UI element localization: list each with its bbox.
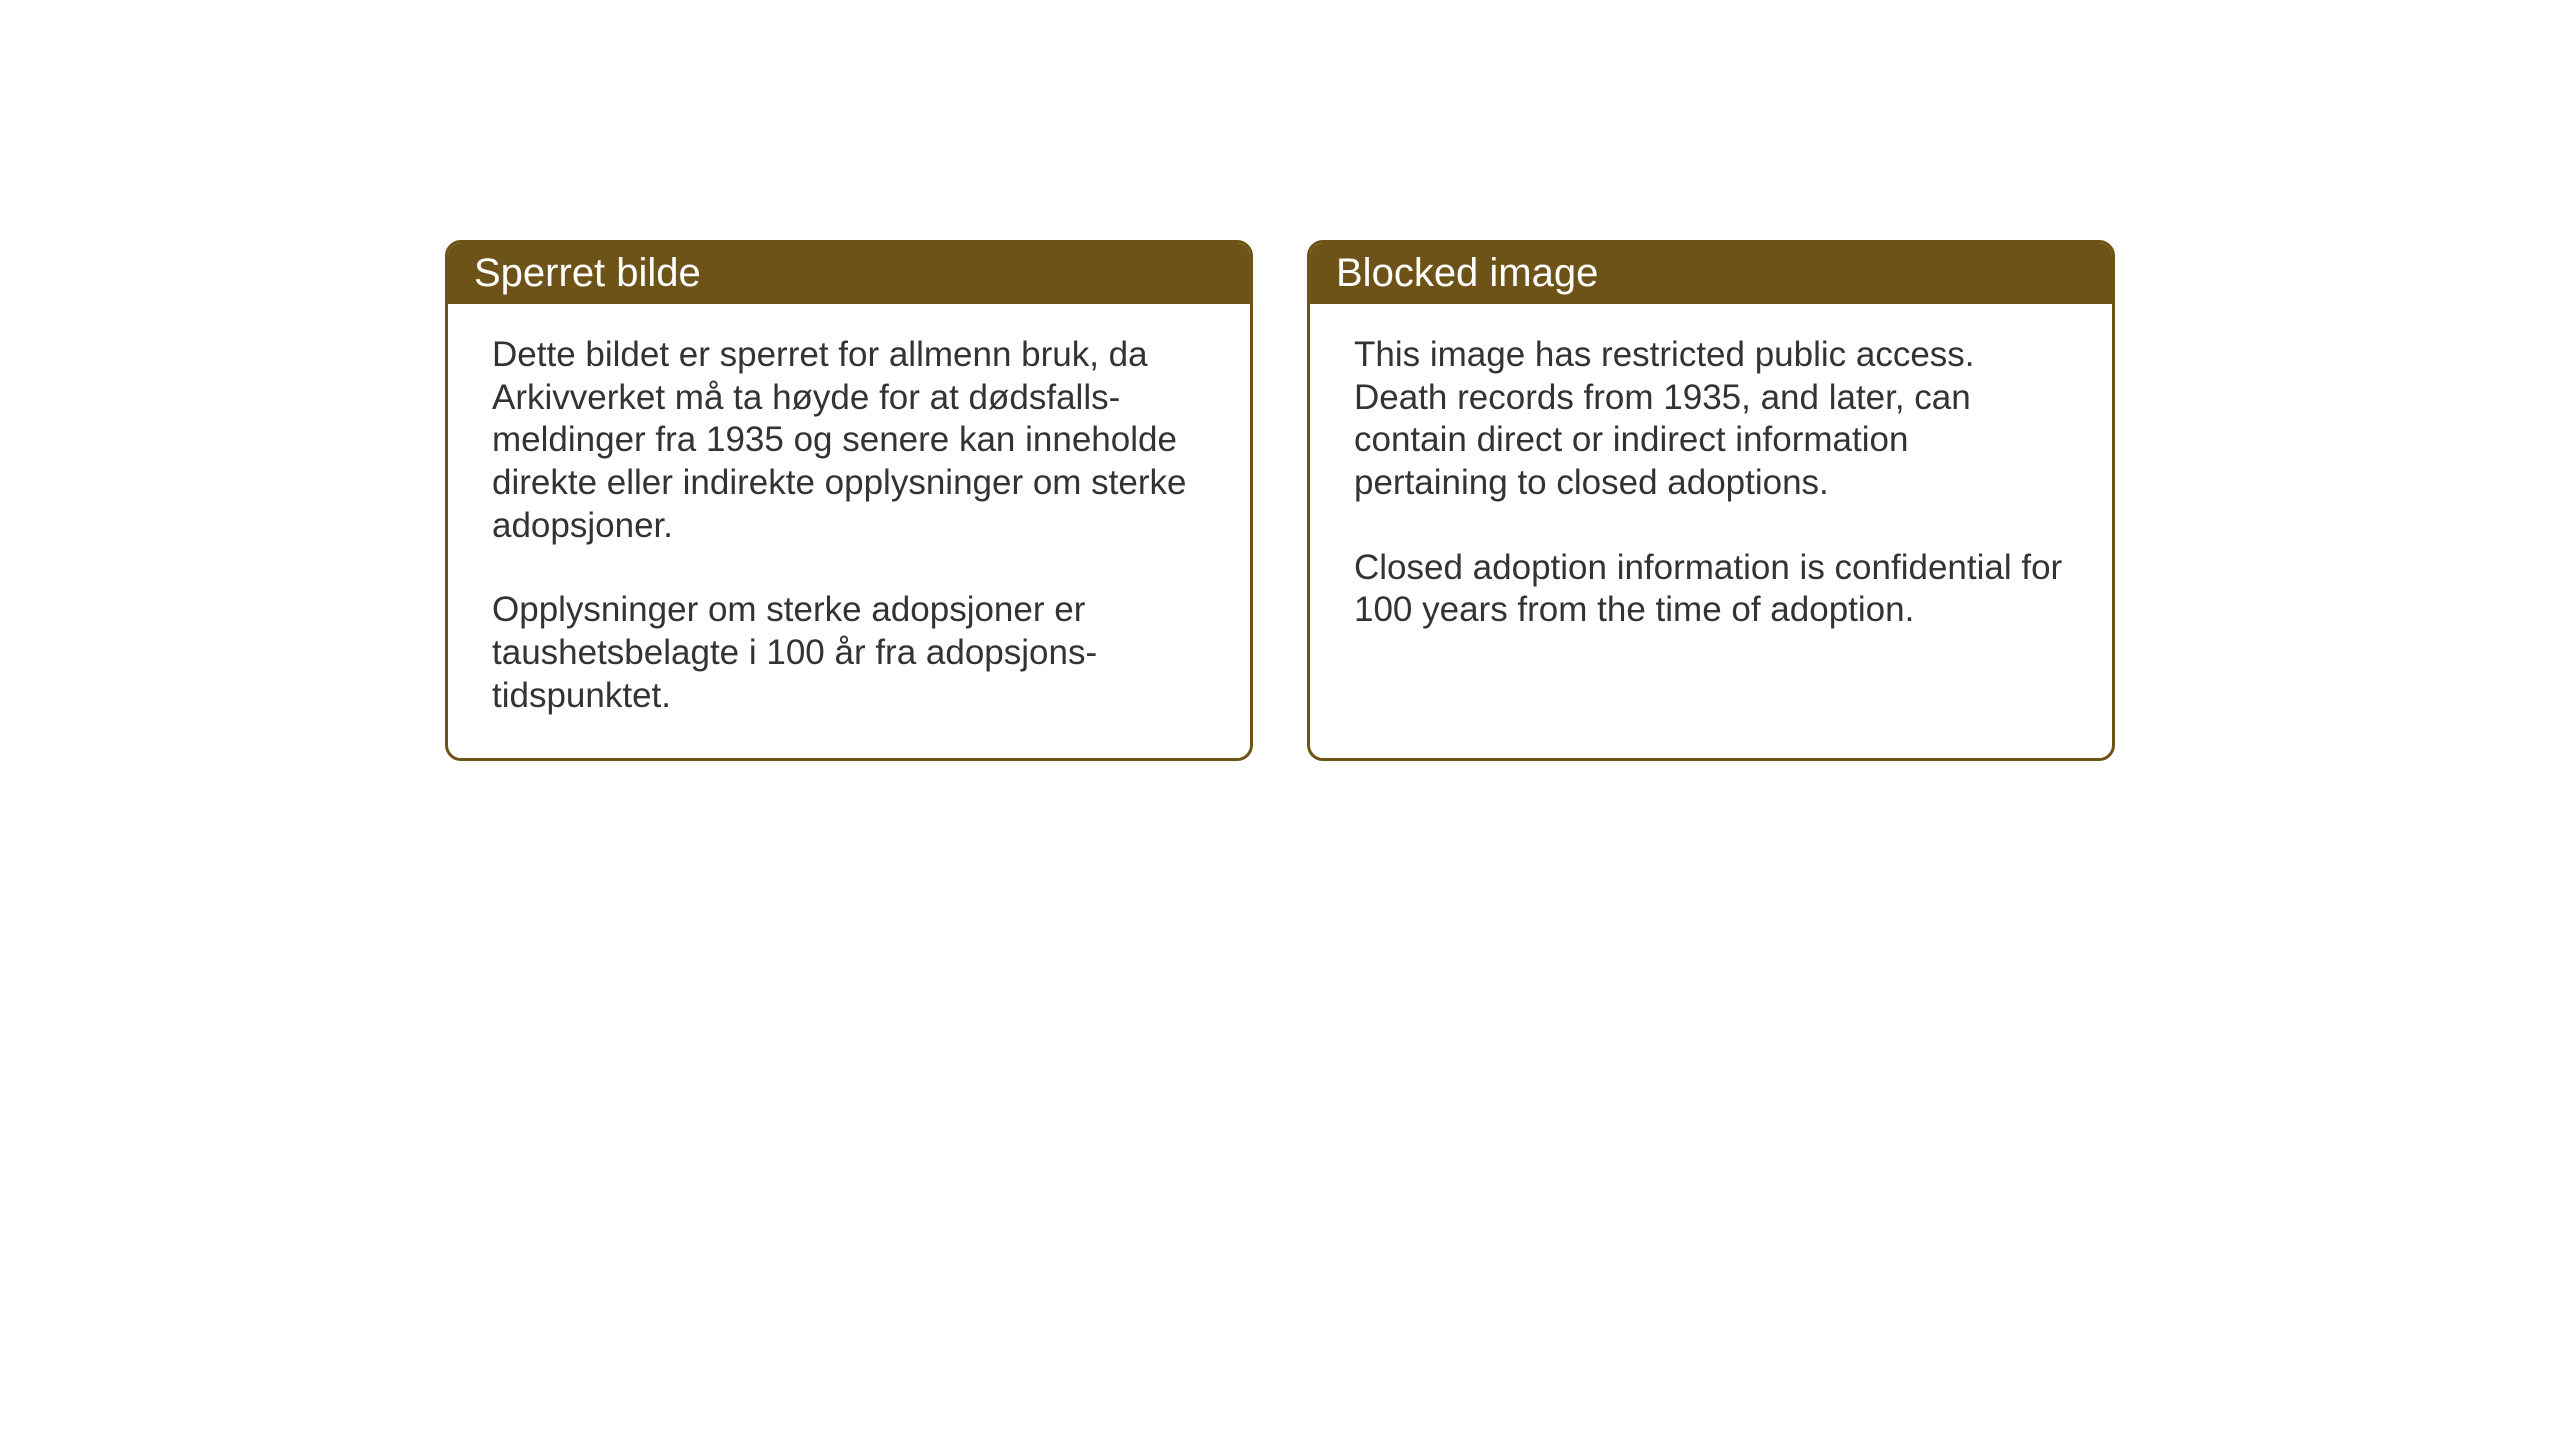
notice-container: Sperret bilde Dette bildet er sperret fo… — [0, 0, 2560, 761]
english-paragraph-1: This image has restricted public access.… — [1354, 334, 2068, 505]
english-notice-title: Blocked image — [1310, 243, 2112, 304]
norwegian-paragraph-1: Dette bildet er sperret for allmenn bruk… — [492, 334, 1206, 547]
norwegian-paragraph-2: Opplysninger om sterke adopsjoner er tau… — [492, 589, 1206, 717]
english-paragraph-2: Closed adoption information is confident… — [1354, 547, 2068, 632]
english-notice-body: This image has restricted public access.… — [1310, 304, 2112, 724]
norwegian-notice-title: Sperret bilde — [448, 243, 1250, 304]
norwegian-notice-card: Sperret bilde Dette bildet er sperret fo… — [445, 240, 1253, 761]
english-notice-card: Blocked image This image has restricted … — [1307, 240, 2115, 761]
norwegian-notice-body: Dette bildet er sperret for allmenn bruk… — [448, 304, 1250, 758]
